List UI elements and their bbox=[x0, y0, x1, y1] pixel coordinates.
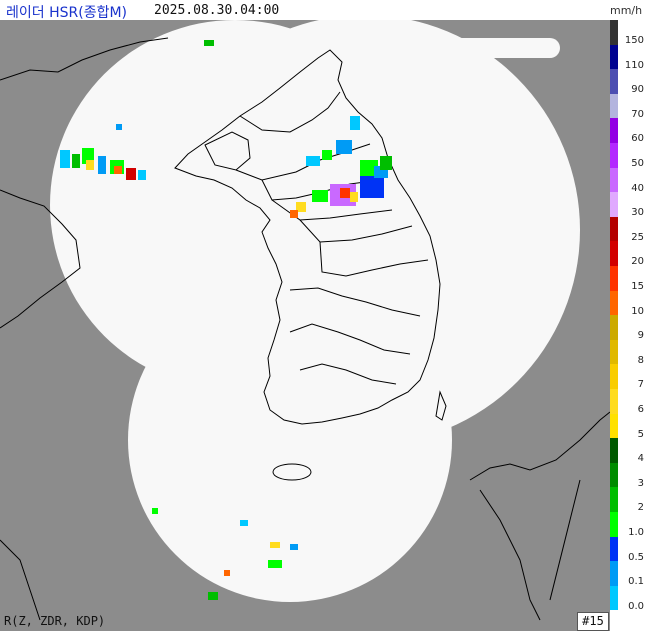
radar-variables: R(Z, ZDR, KDP) bbox=[4, 614, 106, 628]
legend-swatch bbox=[610, 585, 618, 611]
legend-level: 110 bbox=[610, 44, 646, 71]
legend-level: 1.0 bbox=[610, 512, 646, 538]
legend-level: 9 bbox=[610, 315, 646, 342]
legend-swatch bbox=[610, 266, 618, 291]
legend-label: 0.1 bbox=[628, 576, 644, 588]
legend-label: 150 bbox=[624, 35, 644, 46]
legend-label: 5 bbox=[637, 428, 644, 440]
legend-swatch bbox=[610, 241, 618, 266]
legend-level: 40 bbox=[610, 167, 646, 194]
legend-swatch bbox=[610, 69, 618, 94]
legend-level: 4 bbox=[610, 438, 646, 465]
legend-swatch bbox=[610, 44, 618, 70]
legend-swatch bbox=[610, 315, 618, 340]
legend-level: 150 bbox=[610, 20, 646, 46]
legend-swatch bbox=[610, 290, 618, 316]
legend-swatch bbox=[610, 118, 618, 143]
legend-level: 60 bbox=[610, 118, 646, 145]
legend-swatch bbox=[610, 167, 618, 193]
product-title: 레이더 HSR(종합M) bbox=[6, 5, 127, 21]
legend-swatch bbox=[610, 389, 618, 414]
legend-level: 8 bbox=[610, 339, 646, 366]
frame-number: #15 bbox=[577, 612, 609, 631]
legend-level: 7 bbox=[610, 364, 646, 391]
legend-swatch bbox=[610, 512, 618, 537]
radar-map[interactable] bbox=[0, 20, 610, 631]
legend-unit: mm/h bbox=[610, 4, 643, 17]
legend-level: 50 bbox=[610, 143, 646, 169]
legend-level: 15 bbox=[610, 266, 646, 292]
legend-label: 8 bbox=[637, 354, 644, 366]
coastline-japan bbox=[435, 390, 610, 621]
radar-coverage-area bbox=[50, 20, 580, 602]
legend-label: 20 bbox=[631, 256, 644, 268]
legend-level: 3 bbox=[610, 462, 646, 489]
legend-label: 40 bbox=[631, 182, 644, 194]
legend-label: 50 bbox=[631, 158, 644, 169]
legend-label: 0.0 bbox=[628, 600, 644, 612]
legend-level: 0.5 bbox=[610, 536, 646, 563]
legend-label: 2 bbox=[637, 502, 644, 514]
legend-swatch bbox=[610, 143, 618, 168]
legend-label: 0.5 bbox=[628, 551, 644, 563]
legend-level: 25 bbox=[610, 216, 646, 243]
legend-level: 0.1 bbox=[610, 561, 646, 588]
legend-swatch bbox=[610, 487, 618, 512]
legend-swatch bbox=[610, 339, 618, 365]
legend-level: 6 bbox=[610, 389, 646, 415]
legend-swatch bbox=[610, 561, 618, 586]
legend-label: 110 bbox=[624, 59, 644, 71]
legend-swatch bbox=[610, 462, 618, 488]
legend-swatch bbox=[610, 364, 618, 389]
legend-level: 5 bbox=[610, 413, 646, 440]
legend-level: 2 bbox=[610, 487, 646, 514]
legend-label: 25 bbox=[631, 231, 644, 243]
legend-label: 30 bbox=[631, 207, 644, 219]
legend-label: 4 bbox=[637, 453, 644, 465]
legend-level: 70 bbox=[610, 93, 646, 120]
legend-label: 7 bbox=[637, 379, 644, 391]
observation-timestamp: 2025.08.30.04:00 bbox=[154, 3, 280, 18]
legend-label: 6 bbox=[637, 404, 644, 415]
legend-swatch bbox=[610, 413, 618, 439]
legend-level: 30 bbox=[610, 192, 646, 219]
legend-level: 10 bbox=[610, 290, 646, 317]
legend-label: 90 bbox=[631, 84, 644, 96]
legend-level: 20 bbox=[610, 241, 646, 268]
legend-label: 10 bbox=[631, 305, 644, 317]
legend-swatch bbox=[610, 192, 618, 217]
legend-label: 3 bbox=[637, 477, 644, 489]
coastline-china bbox=[0, 37, 169, 621]
legend-label: 70 bbox=[631, 108, 644, 120]
legend-level: 0.0 bbox=[610, 585, 646, 612]
legend-swatch bbox=[610, 536, 618, 562]
legend-swatch bbox=[610, 93, 618, 119]
precipitation-echoes bbox=[60, 40, 392, 600]
legend-swatch bbox=[610, 438, 618, 463]
rainfall-legend: 150 110 90 70 60 50 40 30 25 20 15 10 9 8 7 6 5 4 3 2 1.0 0.5… bbox=[610, 20, 646, 618]
legend-label: 1.0 bbox=[628, 527, 644, 538]
legend-label: 60 bbox=[631, 133, 644, 145]
legend-swatch bbox=[610, 20, 618, 45]
jeju-island bbox=[272, 463, 312, 481]
legend-label: 15 bbox=[631, 281, 644, 292]
radar-map-svg bbox=[0, 20, 610, 621]
legend-label: 9 bbox=[637, 330, 644, 342]
legend-level: 90 bbox=[610, 69, 646, 96]
legend-swatch bbox=[610, 216, 618, 242]
